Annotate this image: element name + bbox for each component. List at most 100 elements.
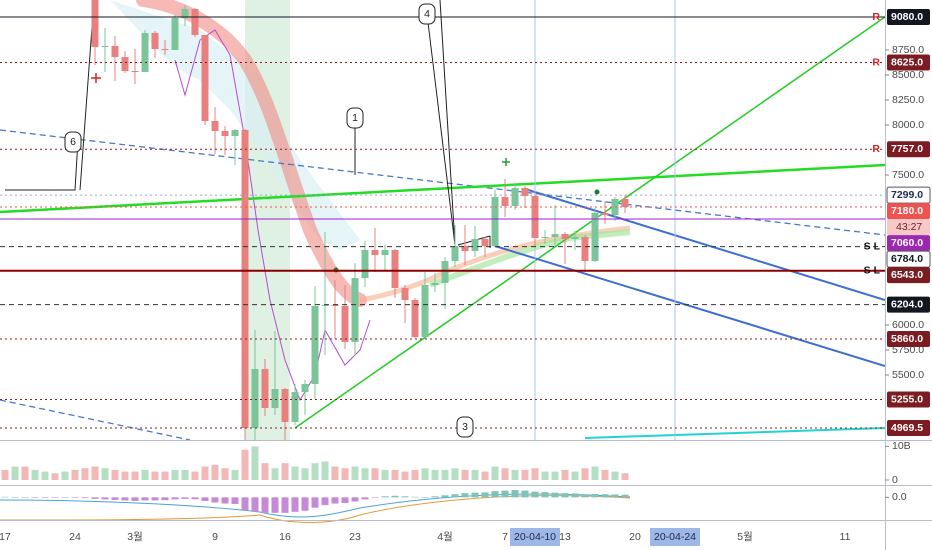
macd-bar: [261, 497, 269, 513]
trend-line: [294, 16, 885, 429]
volume-bar: [421, 468, 429, 480]
x-tick-label: 16: [279, 531, 291, 543]
volume-bar: [351, 466, 359, 480]
macd-bar: [601, 494, 609, 498]
candle-body: [221, 131, 229, 136]
macd-bar: [41, 497, 49, 498]
callout-label: 4: [424, 8, 430, 20]
volume-bar: [31, 469, 39, 480]
volume-bar: [601, 469, 609, 480]
y-tick-label: 6000.0: [892, 319, 924, 331]
volume-bar: [261, 463, 269, 480]
candle-body: [291, 392, 299, 422]
macd-bar: [281, 497, 289, 513]
price-label-bg: [887, 296, 930, 313]
macd-bar: [421, 497, 429, 498]
x-tick-label: 23: [349, 531, 361, 543]
macd-bar: [451, 494, 459, 498]
volume-bar: [581, 468, 589, 480]
price-label-bg: [887, 420, 930, 437]
candle-body: [531, 196, 539, 238]
macd-bar: [491, 491, 499, 498]
macd-bar: [241, 497, 249, 511]
level-tag: S L: [864, 240, 881, 252]
candle-body: [451, 246, 459, 261]
volume-bar: [531, 468, 539, 480]
macd-bar: [531, 491, 539, 498]
candle-body: [131, 71, 139, 72]
price-label: 5255.0: [891, 393, 923, 405]
y-tick-label: 0: [892, 474, 898, 486]
volume-bar: [461, 469, 469, 480]
macd-bar: [441, 495, 449, 498]
candle-body: [111, 46, 119, 57]
macd-bar: [361, 497, 369, 500]
candle-body: [441, 261, 449, 283]
volume-bar: [471, 469, 479, 480]
volume-bar: [551, 471, 559, 480]
countdown-bg: [887, 219, 930, 236]
price-label: 6543.0: [891, 269, 923, 281]
price-label: 8625.0: [891, 56, 923, 68]
candle-body: [341, 306, 349, 342]
macd-bar: [81, 497, 89, 499]
volume-bar: [511, 469, 519, 480]
callout-box: [456, 416, 474, 438]
macd-bar: [331, 497, 339, 504]
trend-line: [0, 163, 885, 214]
macd-bar: [231, 497, 239, 505]
candle-body: [421, 285, 429, 337]
volume-bar: [321, 461, 329, 480]
candle-body: [231, 130, 239, 136]
volume-bar: [331, 466, 339, 480]
volume-bar: [181, 469, 189, 480]
macd-bar: [31, 497, 39, 498]
candle-body: [581, 237, 589, 261]
layer: [1, 446, 629, 480]
candle-body: [321, 305, 329, 306]
macd-bar: [581, 494, 589, 498]
candle-body: [601, 213, 609, 215]
macd-bar: [391, 495, 399, 498]
volume-bar: [251, 446, 259, 480]
volume-bar: [131, 471, 139, 480]
volume-bar: [431, 469, 439, 480]
price-label: 4969.5: [891, 422, 923, 434]
volume-bar: [231, 469, 239, 480]
volume-bar: [341, 468, 349, 480]
candle-body: [241, 130, 249, 428]
volume-bar: [161, 471, 169, 480]
callout-pointer: [426, 13, 456, 246]
volume-bar: [401, 471, 409, 480]
candle-body: [501, 197, 509, 206]
price-label-bg: [887, 235, 930, 252]
callout-pointer: [5, 139, 79, 191]
macd-bar: [591, 493, 599, 498]
macd-bar: [551, 492, 559, 498]
dashed-trend: [0, 129, 885, 236]
macd-bar: [381, 496, 389, 498]
macd-bar: [571, 493, 579, 498]
callout-label: 1: [352, 112, 358, 124]
volume-bar: [291, 466, 299, 480]
layer: 17 24 3월 9 16 23 4월 7 13 20 5월 11 20-04-10 20-04-24: [0, 528, 851, 546]
x-tick-label: 13: [559, 531, 571, 543]
volume-bar: [61, 471, 69, 480]
level-tag: R: [872, 11, 880, 23]
level-tag: R: [872, 143, 880, 155]
price-label: 6204.0: [891, 298, 923, 310]
volume-bar: [211, 464, 219, 480]
macd-bar: [121, 497, 129, 501]
candle-body: [491, 197, 499, 246]
volume-bar: [611, 471, 619, 480]
candle-body: [591, 213, 599, 261]
volume-bar: [281, 463, 289, 480]
layer: 10B 0: [885, 440, 911, 486]
layer: [0, 16, 885, 429]
macd-bar: [321, 497, 329, 506]
volume-bar: [381, 469, 389, 480]
macd-bar: [221, 497, 229, 504]
volume-bar: [621, 473, 629, 480]
main-decor: [0, 0, 885, 440]
